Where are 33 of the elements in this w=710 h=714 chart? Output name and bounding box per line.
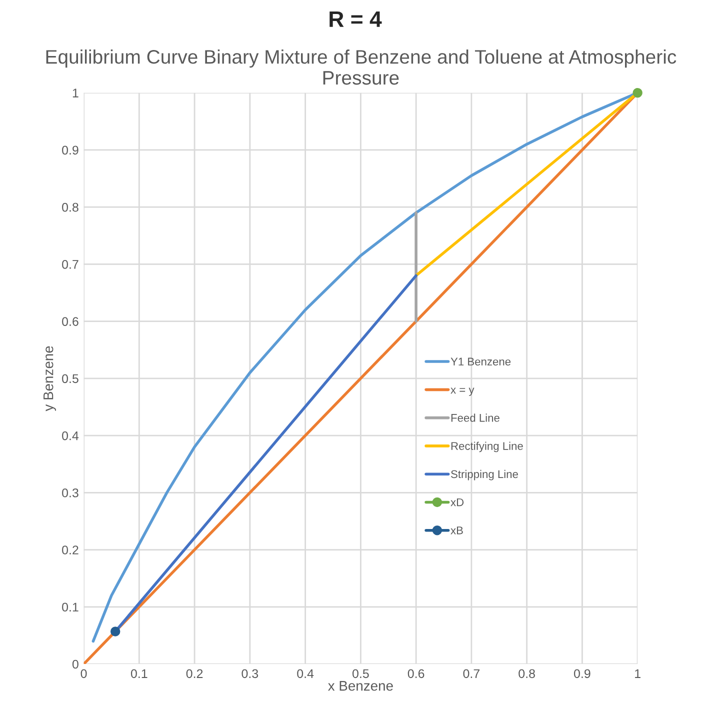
y-tick-label: 0.1 <box>62 602 78 612</box>
y-tick-label: 0 <box>72 660 78 669</box>
legend-label: Rectifying Line <box>451 442 523 452</box>
legend-label: Y1 Benzene <box>450 358 511 366</box>
x-axis-title: x Benzene <box>328 681 393 691</box>
x-tick-label: 0.9 <box>574 669 590 678</box>
x-tick-label: 1 <box>635 669 640 678</box>
legend-label: xB <box>450 526 463 534</box>
x-tick-label: 0.6 <box>408 669 424 678</box>
x-tick-label: 0.2 <box>186 669 203 678</box>
legend-label: xD <box>450 498 464 506</box>
x-tick-label: 0.7 <box>463 669 480 678</box>
legend-label: x = y <box>450 388 474 396</box>
y-tick-label: 0.8 <box>62 202 78 212</box>
x-tick-label: 0 <box>80 669 87 678</box>
y-tick-label: 0.2 <box>62 546 78 554</box>
y-tick-label: 1 <box>72 88 78 98</box>
x-tick-label: 0.8 <box>518 669 535 678</box>
text: R = 4 <box>330 12 382 27</box>
legend-label: Feed Line <box>451 414 500 422</box>
y-axis-title: y Benzene <box>44 346 56 412</box>
x-tick-label: 0.1 <box>130 669 148 678</box>
chart-title: Equilibrium Curve Binary Mixture of Benzene and Toluene at Atmospheric Pressure <box>46 49 676 85</box>
y-tick-label: 0.7 <box>62 260 78 269</box>
y-tick-label: 0.3 <box>62 488 78 498</box>
y-tick-label: 0.5 <box>62 374 78 384</box>
y-tick-label: 0.6 <box>62 317 78 326</box>
x-tick-label: 0.5 <box>352 669 369 678</box>
x-tick-label: 0.4 <box>297 669 314 678</box>
legend-label: Stripping Line <box>451 470 518 480</box>
x-tick-label: 0.3 <box>242 669 258 678</box>
y-tick-label: 0.9 <box>62 146 78 155</box>
y-tick-label: 0.4 <box>62 431 79 440</box>
